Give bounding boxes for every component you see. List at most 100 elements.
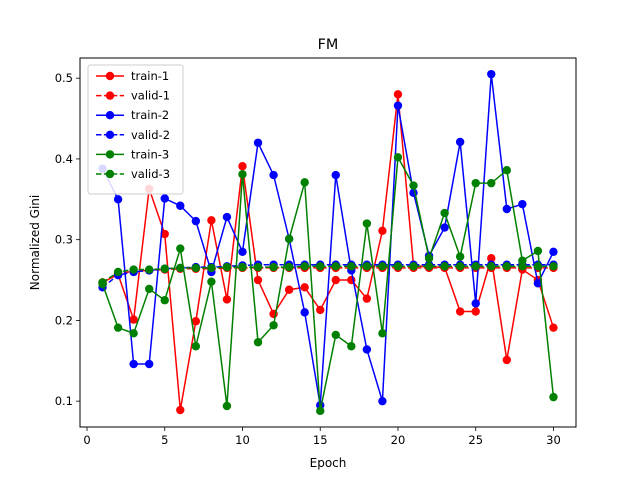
data-point bbox=[549, 247, 558, 256]
data-point bbox=[222, 401, 232, 411]
data-point bbox=[160, 296, 169, 305]
data-point bbox=[191, 342, 201, 351]
legend-item-valid-2: valid-2 bbox=[96, 128, 170, 142]
data-point bbox=[393, 153, 403, 162]
data-point bbox=[409, 262, 418, 271]
data-point bbox=[269, 321, 278, 330]
legend-label: valid-1 bbox=[131, 89, 170, 103]
y-tick-label: 0.2 bbox=[55, 313, 73, 327]
data-point bbox=[316, 406, 325, 416]
data-point bbox=[549, 262, 558, 271]
data-point bbox=[144, 359, 154, 369]
data-point bbox=[362, 294, 372, 303]
data-point bbox=[455, 137, 465, 147]
data-point bbox=[176, 244, 185, 253]
y-tick-label: 0.4 bbox=[55, 152, 73, 166]
data-point bbox=[549, 392, 558, 402]
x-tick-label: 10 bbox=[235, 433, 250, 447]
data-point bbox=[533, 262, 543, 271]
data-point bbox=[409, 181, 418, 190]
data-point bbox=[113, 323, 123, 332]
data-point bbox=[549, 323, 558, 332]
y-axis-label: Normalized Gini bbox=[28, 195, 42, 290]
legend-label: valid-3 bbox=[131, 167, 170, 181]
y-axis: 0.1 0.2 0.3 0.4 0.5 bbox=[55, 71, 80, 408]
data-point bbox=[144, 265, 154, 274]
data-point bbox=[222, 262, 232, 272]
x-tick-label: 25 bbox=[468, 433, 483, 447]
data-point bbox=[533, 246, 543, 256]
data-point bbox=[129, 359, 138, 369]
data-point bbox=[222, 212, 232, 222]
x-tick-label: 15 bbox=[313, 433, 328, 447]
data-point bbox=[331, 330, 340, 340]
data-point bbox=[176, 405, 185, 415]
data-point bbox=[487, 69, 496, 79]
data-point bbox=[238, 170, 247, 179]
data-point bbox=[502, 262, 512, 271]
data-point bbox=[455, 262, 465, 271]
legend: train-1 valid-1 train-2 valid-2 train-3 valid… bbox=[87, 64, 184, 195]
data-point bbox=[253, 138, 263, 147]
data-point bbox=[347, 342, 356, 351]
data-point bbox=[316, 305, 325, 315]
data-point bbox=[378, 262, 387, 271]
series-valid-3 bbox=[98, 262, 558, 287]
legend-marker bbox=[105, 71, 115, 81]
legend-marker bbox=[105, 91, 115, 100]
x-tick-label: 0 bbox=[83, 433, 90, 447]
data-point bbox=[129, 315, 138, 324]
data-point bbox=[378, 396, 387, 406]
data-point bbox=[455, 252, 465, 261]
data-point bbox=[518, 199, 527, 209]
data-point bbox=[98, 278, 107, 287]
legend-marker bbox=[105, 169, 115, 179]
data-point bbox=[253, 262, 263, 272]
y-tick-label: 0.3 bbox=[55, 233, 73, 247]
data-point bbox=[362, 219, 372, 228]
legend-label: train-3 bbox=[131, 147, 169, 161]
legend-item-valid-1: valid-1 bbox=[96, 89, 170, 103]
data-point bbox=[160, 264, 169, 273]
data-point bbox=[207, 263, 216, 273]
chart-title: FM bbox=[318, 37, 339, 53]
data-point bbox=[207, 216, 216, 225]
x-axis: 0 5 10 15 20 25 30 bbox=[83, 427, 561, 447]
data-point bbox=[113, 267, 123, 277]
legend-item-train-2: train-2 bbox=[96, 108, 169, 122]
data-point bbox=[331, 275, 340, 285]
legend-marker bbox=[105, 111, 115, 120]
data-point bbox=[393, 90, 403, 99]
data-point bbox=[502, 355, 512, 365]
data-point bbox=[253, 338, 263, 347]
legend-item-valid-3: valid-3 bbox=[96, 167, 170, 181]
plot-area bbox=[98, 69, 558, 416]
data-point bbox=[487, 262, 496, 271]
data-point bbox=[502, 204, 512, 214]
data-point bbox=[129, 329, 138, 338]
data-point bbox=[471, 307, 480, 316]
data-point bbox=[191, 263, 201, 273]
data-point bbox=[347, 262, 356, 271]
data-point bbox=[238, 262, 247, 272]
data-point bbox=[113, 195, 123, 204]
legend-label: valid-2 bbox=[131, 128, 170, 142]
legend-item-train-1: train-1 bbox=[96, 69, 169, 83]
data-point bbox=[533, 279, 543, 288]
data-point bbox=[269, 170, 278, 180]
data-point bbox=[300, 178, 309, 187]
data-point bbox=[502, 166, 512, 175]
data-point bbox=[440, 208, 449, 218]
x-tick-label: 5 bbox=[161, 433, 168, 447]
legend-label: train-2 bbox=[131, 108, 169, 122]
legend-label: train-1 bbox=[131, 69, 169, 83]
data-point bbox=[269, 262, 278, 272]
legend-item-train-3: train-3 bbox=[96, 147, 169, 161]
data-point bbox=[222, 295, 232, 304]
data-point bbox=[362, 262, 372, 271]
data-point bbox=[191, 317, 201, 326]
y-tick-label: 0.5 bbox=[55, 71, 73, 85]
x-axis-label: Epoch bbox=[310, 456, 347, 470]
legend-marker bbox=[105, 130, 115, 139]
